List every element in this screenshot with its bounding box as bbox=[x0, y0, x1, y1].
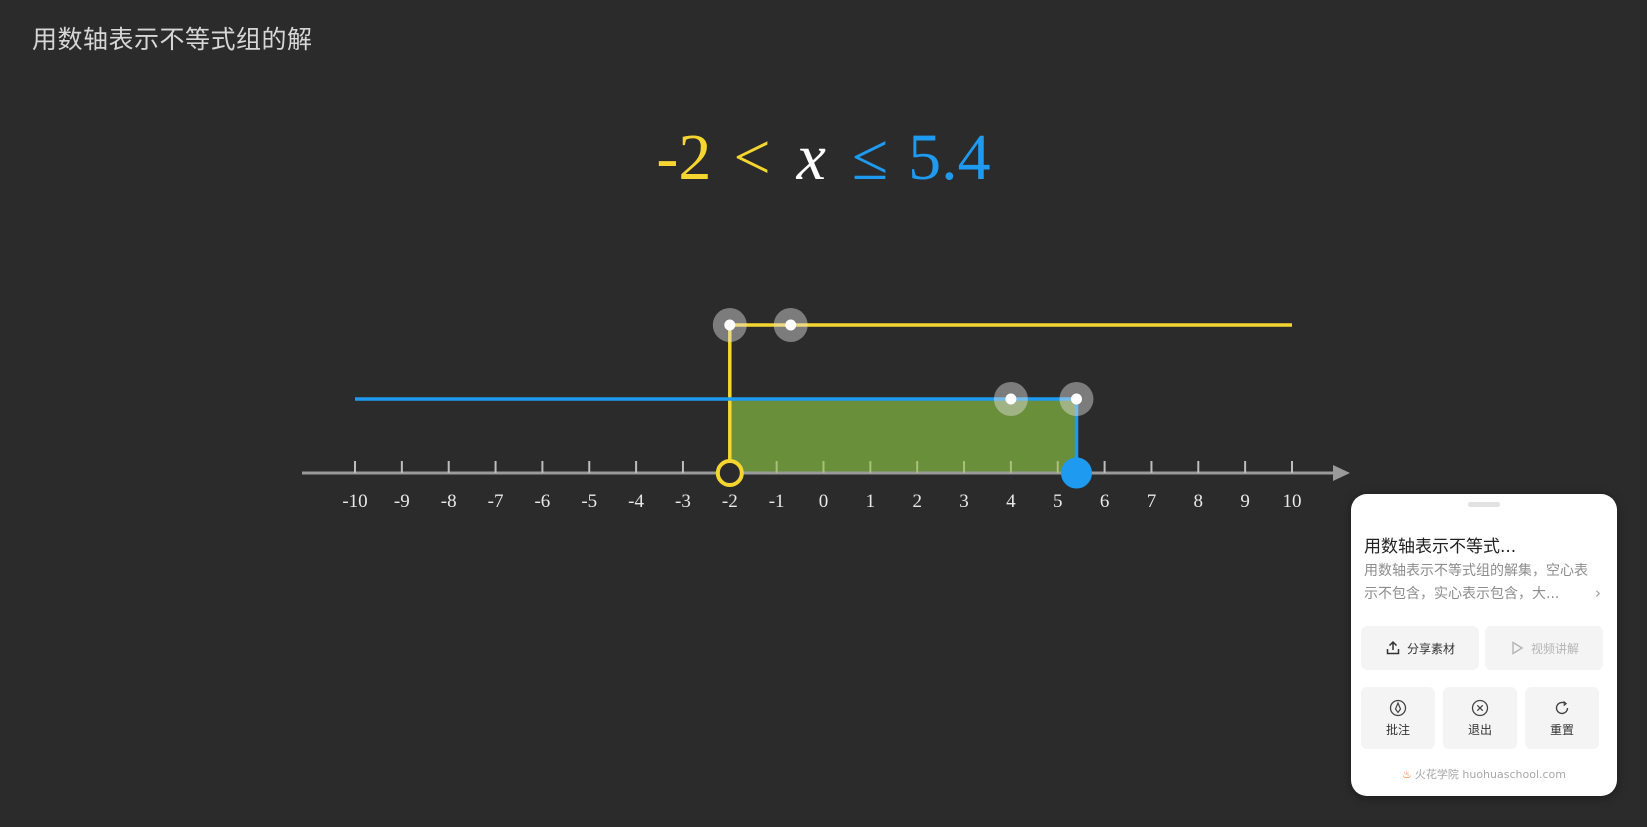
video-explain-label: 视频讲解 bbox=[1530, 641, 1579, 656]
solution-region bbox=[729, 399, 1077, 473]
inequality-right-symbol: ≤ bbox=[851, 121, 889, 194]
annotate-label: 批注 bbox=[1385, 722, 1410, 737]
flame-logo-icon: ♨ bbox=[1402, 768, 1412, 781]
annotate-button[interactable]: 批注 bbox=[1361, 687, 1435, 749]
play-icon bbox=[1509, 640, 1525, 656]
axis-tick-label: 0 bbox=[819, 491, 829, 512]
axis-tick-label: -8 bbox=[441, 491, 457, 512]
inequality-left-symbol: < bbox=[733, 121, 771, 194]
panel-title: 用数轴表示不等式... bbox=[1364, 537, 1517, 557]
axis-tick-label: 8 bbox=[1194, 491, 1204, 512]
axis-tick-label: -5 bbox=[581, 491, 597, 512]
axis-tick-labels: -10 -9 -8 -7 -6 -5 -4 -3 -2 -1 0 1 2 3 4 5 6 7 8 9 10 bbox=[342, 491, 1301, 512]
refresh-icon bbox=[1553, 699, 1571, 717]
upper-bound-closed-point[interactable] bbox=[1060, 457, 1092, 489]
axis-tick-label: 7 bbox=[1147, 491, 1157, 512]
page-title: 用数轴表示不等式组的解 bbox=[32, 25, 313, 54]
lower-direction-drag-handle[interactable] bbox=[773, 308, 808, 342]
axis-tick-label: 5 bbox=[1053, 491, 1063, 512]
axis-tick-label: 9 bbox=[1240, 491, 1250, 512]
reset-button[interactable]: 重置 bbox=[1525, 687, 1599, 749]
inequality-right-value: 5.4 bbox=[908, 121, 991, 194]
upper-bound-drag-handle[interactable] bbox=[1059, 382, 1094, 416]
info-panel: 用数轴表示不等式... 用数轴表示不等式组的解集，空心表示不包含，实心表示包含，… bbox=[1351, 494, 1617, 796]
lower-bound-open-point[interactable] bbox=[715, 459, 744, 487]
axis-tick-label: -7 bbox=[488, 491, 504, 512]
axis-tick-label: -1 bbox=[769, 491, 785, 512]
axis-tick-label: 1 bbox=[866, 491, 876, 512]
brand-footer[interactable]: ♨ 火花学院 huohuaschool.com bbox=[1351, 766, 1617, 782]
axis-tick-label: 6 bbox=[1100, 491, 1110, 512]
axis-tick-label: 4 bbox=[1006, 491, 1016, 512]
chevron-right-icon[interactable]: › bbox=[1595, 584, 1601, 602]
panel-drag-handle[interactable] bbox=[1468, 502, 1500, 507]
panel-description[interactable]: 用数轴表示不等式组的解集，空心表示不包含，实心表示包含，大... bbox=[1364, 563, 1588, 602]
close-circle-icon bbox=[1471, 699, 1489, 717]
axis-ticks bbox=[354, 461, 1293, 473]
exit-button[interactable]: 退出 bbox=[1443, 687, 1517, 749]
inequality-left-value: -2 bbox=[656, 121, 712, 194]
share-material-label: 分享素材 bbox=[1406, 641, 1455, 656]
axis-tick-label: 3 bbox=[959, 491, 969, 512]
reset-label: 重置 bbox=[1549, 722, 1574, 737]
inequality-variable: x bbox=[796, 121, 826, 194]
axis-tick-label: 10 bbox=[1283, 491, 1302, 512]
lower-bound-drag-handle[interactable] bbox=[712, 308, 747, 342]
share-material-button[interactable]: 分享素材 bbox=[1361, 626, 1479, 670]
axis-arrow bbox=[1333, 465, 1350, 481]
video-explain-button[interactable]: 视频讲解 bbox=[1485, 626, 1603, 670]
axis-tick-label: -10 bbox=[342, 491, 367, 512]
axis-tick-label: -3 bbox=[675, 491, 691, 512]
upper-direction-drag-handle[interactable] bbox=[993, 382, 1028, 416]
exit-label: 退出 bbox=[1467, 722, 1492, 737]
axis-tick-label: -4 bbox=[628, 491, 644, 512]
brand-footer-text: 火花学院 huohuaschool.com bbox=[1414, 768, 1566, 781]
axis-tick-label: -9 bbox=[394, 491, 410, 512]
inequality-formula: -2 < x ≤5.4 bbox=[0, 118, 1647, 198]
share-upload-icon bbox=[1385, 640, 1401, 656]
pen-nib-icon bbox=[1389, 699, 1407, 717]
axis-tick-label: -6 bbox=[534, 491, 550, 512]
axis-tick-label: -2 bbox=[722, 491, 738, 512]
axis-tick-label: 2 bbox=[912, 491, 922, 512]
